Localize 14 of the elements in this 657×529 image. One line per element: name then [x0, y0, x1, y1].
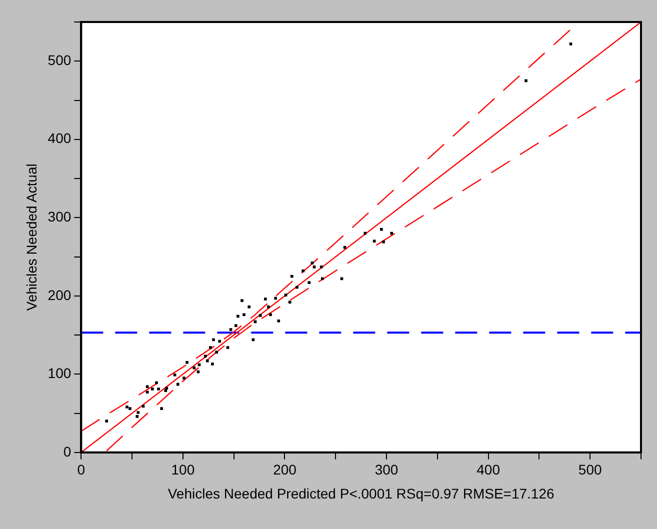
y-tick-label: 400: [48, 130, 72, 146]
y-tick-label: 300: [48, 208, 72, 224]
x-tick-label: 400: [476, 462, 500, 478]
y-axis-title: Vehicles Needed Actual: [23, 164, 40, 311]
x-axis-title: Vehicles Needed Predicted P<.0001 RSq=0.97 RMSE=17.126: [168, 485, 555, 502]
x-tick-label: 200: [273, 462, 297, 478]
y-tick-label: 100: [48, 365, 72, 382]
y-tick-label: 0: [63, 443, 72, 460]
x-tick-label: 100: [171, 462, 195, 478]
y-tick-label: 200: [48, 286, 72, 303]
x-tick-label: 0: [77, 462, 86, 478]
x-tick-label: 500: [578, 462, 602, 478]
y-tick-label: 500: [48, 52, 72, 68]
x-tick-label: 300: [374, 462, 398, 478]
